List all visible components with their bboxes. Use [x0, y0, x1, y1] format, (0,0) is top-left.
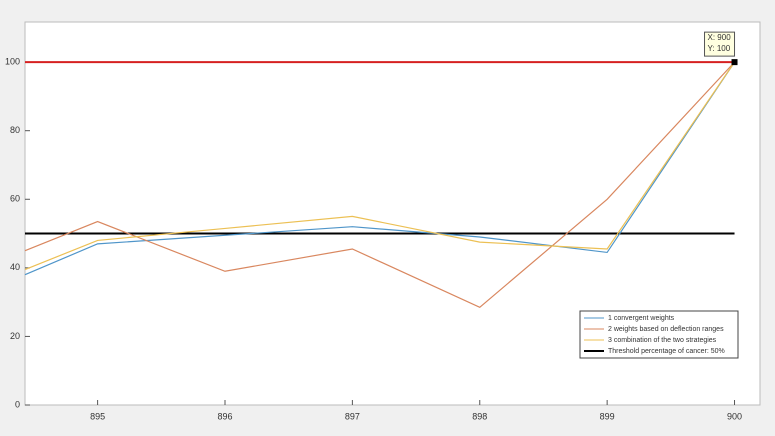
y-tick-label: 80 [10, 125, 20, 135]
datatip-text: Y: 100 [708, 44, 731, 53]
datatip-text: X: 900 [708, 33, 732, 42]
y-tick-label: 100 [5, 56, 20, 66]
legend-label: 3 combination of the two strategies [608, 337, 717, 344]
series-line [24, 61, 736, 271]
y-tick-label: 40 [10, 262, 20, 272]
y-tick-label: 20 [10, 331, 20, 341]
x-tick-label: 899 [600, 411, 615, 421]
series-line [24, 61, 736, 276]
legend-box [579, 310, 739, 359]
legend-label: Threshold percentage of cancer: 50% [608, 348, 725, 355]
datatip-marker [731, 59, 738, 66]
datatip-box [704, 31, 736, 57]
x-tick-label: 900 [727, 411, 742, 421]
x-tick-label: 897 [345, 411, 360, 421]
legend-label: 2 weights based on deflection ranges [608, 326, 724, 333]
y-tick-label: 60 [10, 194, 20, 204]
legend-label: 1 convergent weights [608, 315, 675, 322]
x-tick-label: 895 [90, 411, 105, 421]
x-tick-label: 898 [472, 411, 487, 421]
x-tick-label: 896 [217, 411, 232, 421]
y-tick-label: 0 [15, 399, 20, 409]
series-line [24, 61, 735, 308]
